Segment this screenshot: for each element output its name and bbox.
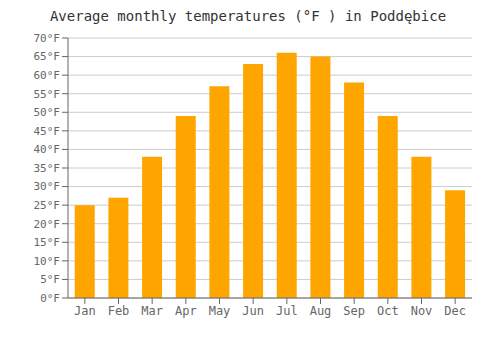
svg-text:Dec: Dec [444, 304, 466, 318]
svg-text:60°F: 60°F [34, 69, 61, 82]
svg-text:Apr: Apr [175, 304, 197, 318]
svg-text:45°F: 45°F [34, 125, 61, 138]
svg-text:Mar: Mar [141, 304, 163, 318]
svg-text:65°F: 65°F [34, 50, 61, 63]
svg-text:20°F: 20°F [34, 218, 61, 231]
svg-text:55°F: 55°F [34, 88, 61, 101]
svg-text:50°F: 50°F [34, 106, 61, 119]
svg-text:May: May [209, 304, 231, 318]
svg-text:15°F: 15°F [34, 236, 61, 249]
svg-text:Jun: Jun [242, 304, 264, 318]
svg-text:25°F: 25°F [34, 199, 61, 212]
svg-text:40°F: 40°F [34, 143, 61, 156]
svg-text:30°F: 30°F [34, 180, 61, 193]
svg-text:35°F: 35°F [34, 162, 61, 175]
svg-text:10°F: 10°F [34, 255, 61, 268]
svg-text:Jul: Jul [276, 304, 298, 318]
svg-text:5°F: 5°F [40, 273, 60, 286]
svg-text:70°F: 70°F [34, 32, 61, 45]
html-text:Average monthly temperatures (: Average monthly temperatures (°F ) in Po… [49, 8, 447, 24]
svg-text:Nov: Nov [411, 304, 433, 318]
svg-text:Jan: Jan [74, 304, 96, 318]
svg-text:0°F: 0°F [40, 292, 60, 305]
svg-text:Sep: Sep [343, 304, 365, 318]
svg-text:Oct: Oct [377, 304, 399, 318]
svg-text:Aug: Aug [310, 304, 332, 318]
svg-text:Feb: Feb [108, 304, 130, 318]
